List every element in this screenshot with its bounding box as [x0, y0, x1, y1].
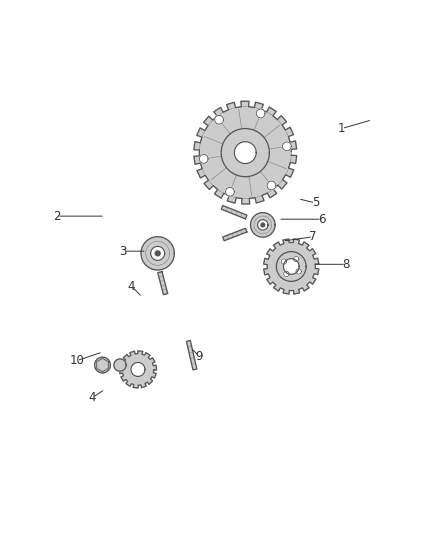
Polygon shape [199, 155, 208, 163]
Polygon shape [223, 228, 247, 241]
Text: 2: 2 [53, 209, 61, 223]
Polygon shape [194, 101, 297, 204]
Polygon shape [187, 341, 197, 370]
Polygon shape [95, 357, 110, 373]
Polygon shape [267, 181, 276, 190]
Polygon shape [215, 115, 223, 124]
Polygon shape [158, 272, 168, 295]
Polygon shape [284, 271, 289, 277]
Polygon shape [141, 237, 174, 270]
Polygon shape [131, 362, 145, 376]
Polygon shape [221, 128, 269, 177]
Polygon shape [293, 256, 299, 262]
Text: 4: 4 [127, 280, 135, 293]
Text: 4: 4 [88, 391, 96, 405]
Text: 1: 1 [338, 122, 346, 135]
Polygon shape [283, 142, 291, 151]
Polygon shape [296, 269, 301, 274]
Text: 5: 5 [312, 197, 319, 209]
Polygon shape [155, 251, 160, 256]
Polygon shape [258, 220, 268, 230]
Text: 8: 8 [343, 258, 350, 271]
Polygon shape [120, 351, 156, 388]
Polygon shape [281, 259, 286, 264]
Text: 9: 9 [195, 350, 203, 363]
Polygon shape [256, 109, 265, 118]
Polygon shape [114, 359, 126, 371]
Polygon shape [151, 246, 165, 260]
Polygon shape [234, 142, 256, 164]
Polygon shape [264, 239, 319, 294]
Polygon shape [276, 252, 306, 281]
Polygon shape [283, 259, 299, 274]
Polygon shape [226, 188, 234, 196]
Text: 3: 3 [119, 245, 126, 257]
Polygon shape [261, 223, 265, 227]
Text: 7: 7 [309, 230, 317, 243]
Polygon shape [251, 213, 275, 237]
Text: 6: 6 [318, 213, 326, 225]
Polygon shape [221, 206, 247, 219]
Text: 10: 10 [69, 354, 84, 367]
